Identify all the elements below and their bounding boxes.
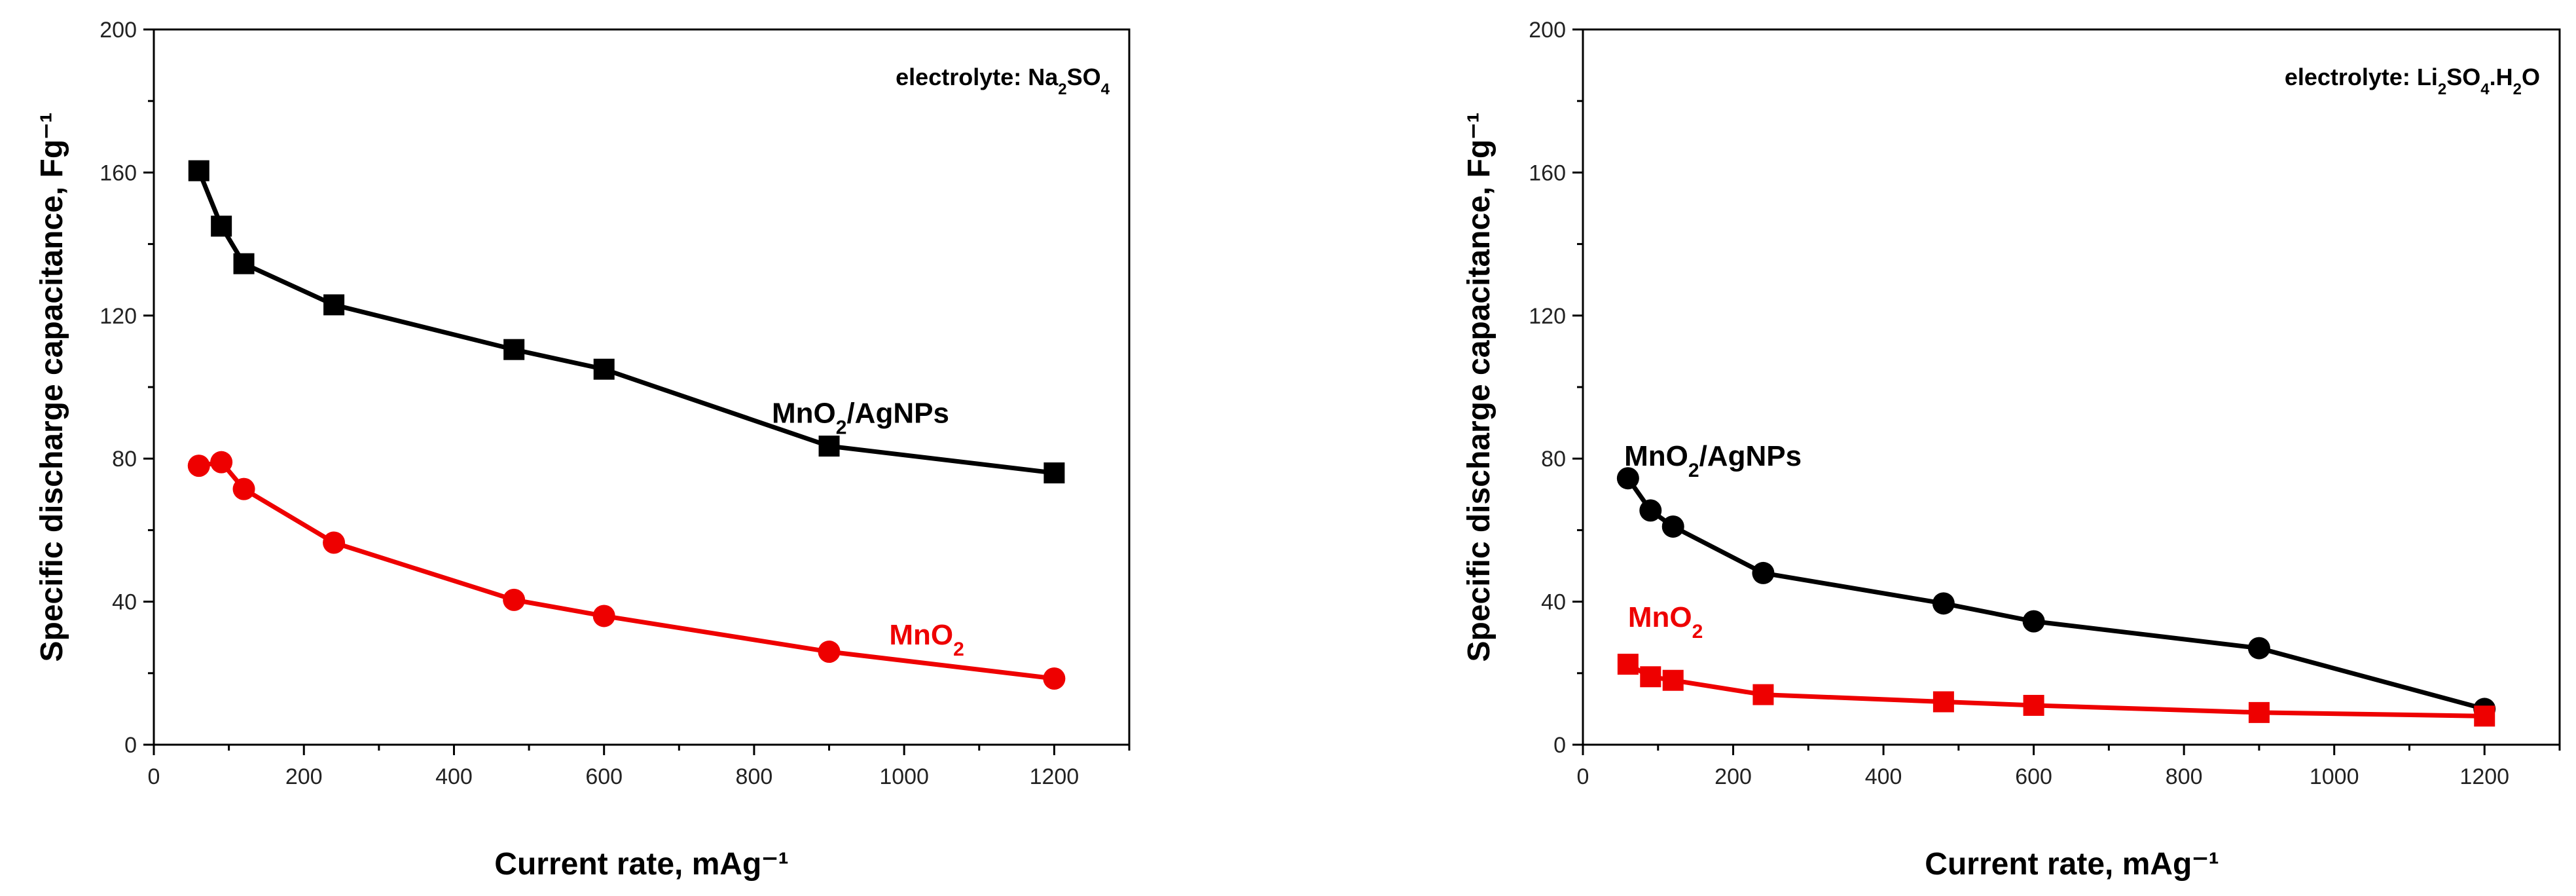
series-label-0-part-2: /AgNPs [846,398,949,430]
y-tick-label: 40 [112,590,137,615]
series-label-1-part-1: 2 [1692,620,1703,642]
x-tick-label: 1200 [2459,764,2509,789]
data-point [187,455,210,477]
series-label-0-part-0: MnO [772,398,836,430]
x-tick-label: 800 [736,764,773,789]
series-label-0-part-1: 2 [836,417,847,438]
data-point [188,160,209,181]
series-line-0 [1625,477,2486,711]
y-axis-title: Specific discharge capacitance, Fg⁻¹ [35,113,69,662]
y-tick-label: 120 [100,304,137,329]
data-point [818,436,840,457]
y-tick-label: 0 [124,733,137,758]
electrolyte-formula-part-4: .H [2490,64,2513,90]
y-tick-label: 160 [1529,160,1566,185]
series-label-1: MnO2 [889,619,964,660]
data-point [233,253,255,274]
electrolyte-formula-part-0: Na [1028,64,1059,90]
data-point [232,477,255,500]
data-point [323,294,345,316]
electrolyte-formula-part-3: 4 [2480,81,2490,98]
plot-frame [153,28,1131,746]
data-point [818,641,841,663]
y-tick-label: 160 [100,160,137,185]
data-point [593,358,615,380]
series-label-1-part-0: MnO [1628,601,1692,633]
data-point [592,605,615,627]
electrolyte-formula-part-0: Li [2417,64,2438,90]
data-point [210,451,233,474]
data-point [1617,654,1639,675]
series-label-0: MnO2/AgNPs [1624,440,1802,481]
data-point [1043,462,1065,484]
series-label-1: MnO2 [1628,601,1703,643]
electrolyte-formula-part-3: 4 [1101,81,1110,98]
x-tick-label: 800 [2166,764,2203,789]
x-tick-label: 200 [285,764,323,789]
series-label-0-part-2: /AgNPs [1699,440,1802,472]
data-point [1616,467,1639,490]
series-label-0-part-1: 2 [1688,460,1699,481]
electrolyte-formula-part-2: SO [2446,64,2480,90]
data-point [1640,666,1661,688]
data-point [503,339,525,360]
plot-frame [1582,28,2561,746]
electrolyte-annotation: electrolyte: Li2SO4.H2O [2285,64,2540,98]
series-label-0: MnO2/AgNPs [772,398,949,439]
electrolyte-formula-part-1: 2 [1058,81,1066,98]
y-tick-label: 120 [1529,304,1566,329]
x-tick-label: 0 [1577,764,1589,789]
data-point [1752,684,1774,705]
x-axis-title: Current rate, mAg⁻¹ [494,847,788,882]
electrolyte-prefix: electrolyte: [2285,64,2417,90]
data-point [2023,694,2044,716]
series-label-1-part-0: MnO [889,619,953,651]
y-tick-label: 200 [1529,18,1566,43]
data-point [1043,667,1066,690]
data-point [1932,691,1954,713]
chart-panel-left: 0 200 400 600 800 1000 1200 0 40 80 120 160 200 Curre… [35,18,1131,882]
electrolyte-annotation: electrolyte: Na2SO4 [896,64,1110,98]
series-label-1-part-1: 2 [953,639,964,660]
electrolyte-formula-part-6: O [2522,64,2540,90]
y-tick-label: 200 [100,18,137,43]
series-label-0-part-0: MnO [1624,440,1688,472]
x-tick-label: 200 [1714,764,1752,789]
data-point [1639,499,1662,522]
data-point [1752,561,1775,584]
y-tick-label: 80 [112,447,137,472]
x-tick-label: 0 [148,764,160,789]
x-tick-label: 600 [2015,764,2052,789]
data-point [2247,637,2270,660]
x-tick-label: 1000 [2310,764,2359,789]
electrolyte-formula-part-5: 2 [2513,81,2522,98]
electrolyte-prefix: electrolyte: [896,64,1028,90]
x-tick-label: 1200 [1030,764,1079,789]
data-point [1662,669,1684,691]
data-point [1661,515,1684,538]
y-tick-label: 0 [1553,733,1566,758]
y-tick-label: 80 [1541,447,1566,472]
data-point [323,531,346,554]
data-point [503,588,526,611]
data-point [1932,592,1955,615]
electrolyte-formula-part-2: SO [1067,64,1101,90]
data-point [2022,610,2045,633]
x-axis-title: Current rate, mAg⁻¹ [1925,847,2219,882]
data-point [2474,705,2495,727]
y-axis-title: Specific discharge capacitance, Fg⁻¹ [1462,113,1497,662]
data-point [2248,701,2270,723]
x-tick-label: 400 [435,764,473,789]
y-tick-label: 40 [1541,590,1566,615]
electrolyte-formula-part-1: 2 [2438,81,2446,98]
x-tick-label: 400 [1865,764,1902,789]
x-tick-label: 600 [585,764,623,789]
chart-panel-right: 0 200 400 600 800 1000 1200 0 40 80 120 160 200 Curre… [1462,18,2561,882]
x-tick-label: 1000 [879,764,929,789]
data-point [211,215,232,237]
